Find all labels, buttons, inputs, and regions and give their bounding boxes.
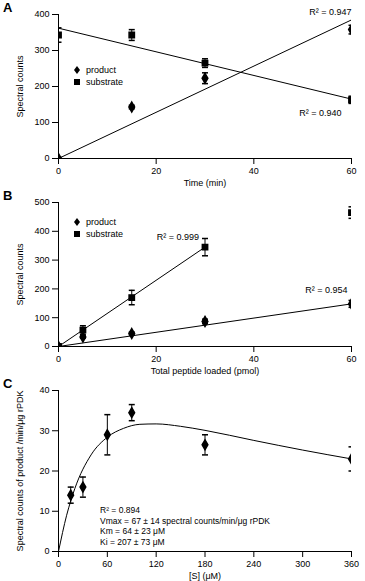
svg-text:20: 20 — [39, 466, 49, 476]
svg-text:300: 300 — [34, 45, 49, 55]
svg-text:500: 500 — [34, 197, 49, 207]
svg-text:10: 10 — [39, 506, 49, 516]
svg-text:0: 0 — [56, 354, 61, 364]
html-text:B: B — [3, 188, 13, 203]
svg-text:Spectral counts: Spectral counts — [15, 243, 25, 306]
svg-text:100: 100 — [34, 313, 49, 323]
svg-text:0: 0 — [56, 559, 61, 569]
svg-text:30: 30 — [39, 426, 49, 436]
svg-text:Time (min): Time (min) — [184, 178, 227, 188]
html-text:A: A — [3, 0, 13, 15]
svg-text:R² = 0.954: R² = 0.954 — [305, 285, 347, 295]
svg-text:40: 40 — [39, 385, 49, 395]
html-text:Vmax = 67 ± 14 spectral counts: Vmax = 67 ± 14 spectral counts/min/μg rP… — [100, 515, 270, 526]
html-text:product: product — [86, 65, 116, 75]
svg-text:Spectral counts of product /mi: Spectral counts of product /min/μg rPDK — [15, 391, 25, 552]
svg-text:200: 200 — [34, 81, 49, 91]
svg-text:[S] (μM): [S] (μM) — [189, 571, 221, 581]
svg-text:40: 40 — [249, 166, 259, 176]
svg-text:60: 60 — [102, 559, 112, 569]
svg-text:20: 20 — [151, 354, 161, 364]
svg-text:0: 0 — [44, 546, 49, 556]
svg-text:400: 400 — [34, 226, 49, 236]
svg-text:100: 100 — [34, 117, 49, 127]
svg-text:Spectral counts: Spectral counts — [15, 55, 25, 118]
svg-text:180: 180 — [197, 559, 212, 569]
svg-text:0: 0 — [44, 341, 49, 351]
svg-text:60: 60 — [346, 166, 356, 176]
html-text:C: C — [3, 376, 13, 391]
svg-text:300: 300 — [295, 559, 310, 569]
svg-text:Total peptide loaded (pmol): Total peptide loaded (pmol) — [151, 366, 260, 376]
svg-text:R² = 0.940: R² = 0.940 — [299, 108, 341, 118]
html-text:substrate: substrate — [86, 229, 123, 239]
svg-text:300: 300 — [34, 255, 49, 265]
svg-text:R² = 0.947: R² = 0.947 — [309, 7, 351, 17]
svg-text:120: 120 — [149, 559, 164, 569]
html-text:Ki = 207 ± 73 μM: Ki = 207 ± 73 μM — [100, 536, 165, 547]
svg-text:200: 200 — [34, 284, 49, 294]
svg-text:20: 20 — [151, 166, 161, 176]
html-text:R² = 0.894: R² = 0.894 — [100, 505, 140, 515]
svg-text:40: 40 — [249, 354, 259, 364]
html-text:substrate: substrate — [86, 77, 123, 87]
html-text:Km = 64 ± 23 μM: Km = 64 ± 23 μM — [100, 526, 166, 536]
html-text:product: product — [86, 217, 116, 227]
svg-text:240: 240 — [246, 559, 261, 569]
svg-text:0: 0 — [56, 166, 61, 176]
svg-text:400: 400 — [34, 9, 49, 19]
svg-text:60: 60 — [346, 354, 356, 364]
svg-text:360: 360 — [344, 559, 359, 569]
svg-text:0: 0 — [44, 153, 49, 163]
svg-text:R² = 0.999: R² = 0.999 — [157, 232, 199, 242]
